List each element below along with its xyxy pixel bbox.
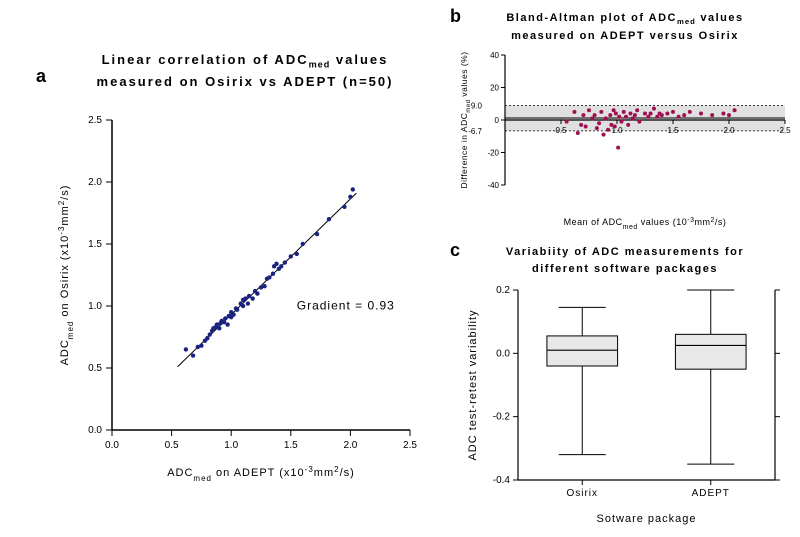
svg-text:1.0: 1.0 [224,440,238,451]
svg-text:-20: -20 [487,149,499,158]
svg-text:Gradient = 0.93: Gradient = 0.93 [297,299,395,313]
svg-text:0.0: 0.0 [105,440,119,451]
svg-text:1.0: 1.0 [88,301,102,312]
svg-text:-6.7: -6.7 [468,127,482,136]
svg-text:0: 0 [495,116,500,125]
bland-altman-chart-b: -40-20020400.51.01.52.02.59.0-6.7Mean of… [455,45,795,235]
svg-text:0.5: 0.5 [555,126,567,135]
svg-text:0.5: 0.5 [165,440,179,451]
panel-c-title: Variabiity of ADC measurements for diffe… [460,244,790,277]
svg-text:-0.4: -0.4 [493,475,511,486]
svg-text:Osirix: Osirix [566,488,598,499]
svg-text:2.5: 2.5 [403,440,417,451]
svg-text:1.5: 1.5 [284,440,298,451]
svg-text:0.0: 0.0 [88,425,102,436]
svg-text:1.5: 1.5 [88,239,102,250]
svg-text:Difference in ADCmed values (%: Difference in ADCmed values (%) [459,51,472,188]
svg-text:2.0: 2.0 [723,126,735,135]
svg-text:ADC test-retest variability: ADC test-retest variability [467,309,479,460]
svg-text:Sotware package: Sotware package [597,513,697,525]
svg-text:20: 20 [490,84,499,93]
svg-text:40: 40 [490,51,499,60]
svg-text:2.0: 2.0 [343,440,357,451]
svg-text:9.0: 9.0 [471,101,483,110]
svg-text:0.2: 0.2 [496,285,510,296]
svg-text:Mean of ADCmed values (10-3mm2: Mean of ADCmed values (10-3mm2/s) [564,217,727,231]
svg-text:ADCmed on Osirix (x10-3mm2/s): ADCmed on Osirix (x10-3mm2/s) [57,185,75,366]
svg-text:2.0: 2.0 [88,177,102,188]
panel-c-label: c [450,240,460,261]
panel-a-title: Linear correlation of ADCmed values meas… [60,50,430,92]
panel-a-label: a [36,66,46,87]
boxplot-chart-c: -0.4 -0.2 0.0 0.2 Osirix ADEPT Sotware package… [460,280,790,530]
svg-text:2.5: 2.5 [779,126,791,135]
svg-text:2.5: 2.5 [88,115,102,126]
svg-text:-0.2: -0.2 [493,412,511,423]
svg-text:1.5: 1.5 [667,126,679,135]
panel-b-title: Bland-Altman plot of ADCmed values measu… [460,10,790,44]
svg-text:0.5: 0.5 [88,363,102,374]
svg-text:0.0: 0.0 [496,348,510,359]
scatter-chart-a: 0.0 0.5 1.0 1.5 2.0 2.5 0.0 0.5 1.0 1.5 2.0 2.5 Grad… [50,100,430,490]
svg-text:ADEPT: ADEPT [692,488,730,499]
svg-text:ADCmed on ADEPT (x10-3mm2/s): ADCmed on ADEPT (x10-3mm2/s) [167,465,355,483]
svg-text:-40: -40 [487,181,499,190]
